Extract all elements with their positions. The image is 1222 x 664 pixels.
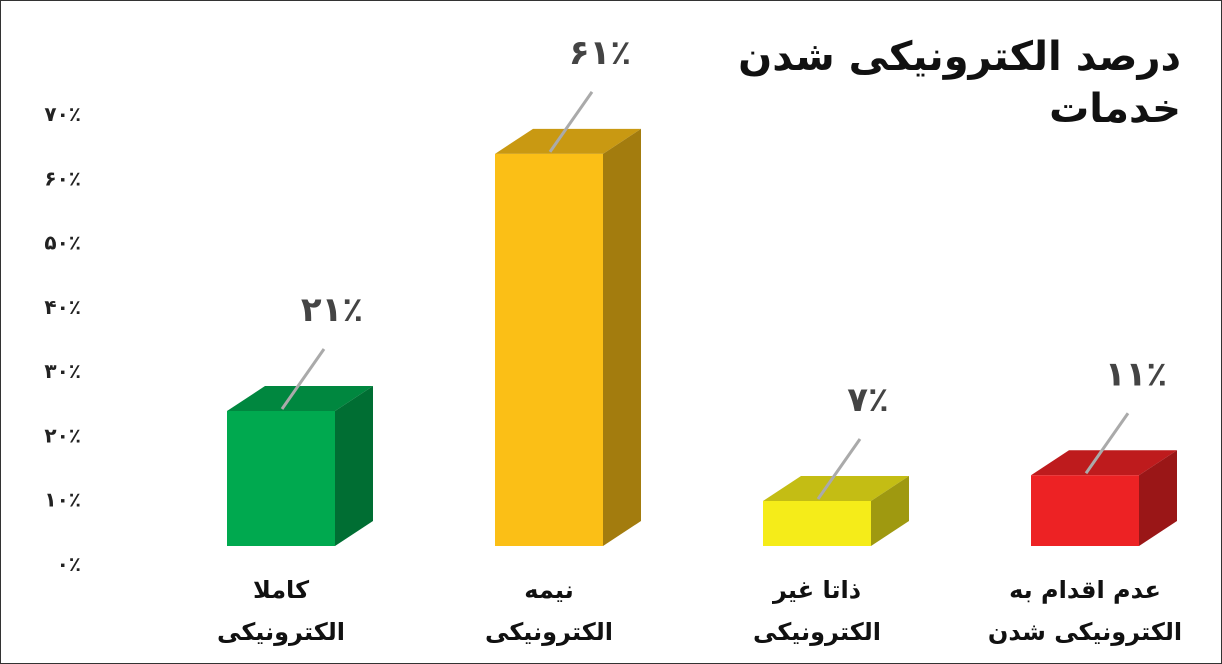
bar-face (763, 501, 871, 546)
bar (763, 476, 909, 546)
value-label: ۶۱٪ (569, 33, 631, 73)
y-tick-label: ۶۰٪ (44, 166, 81, 190)
bar-face (871, 476, 909, 546)
bar-face (1139, 450, 1177, 546)
bar-face (227, 386, 373, 411)
leader-line (280, 348, 326, 410)
y-tick-label: ۲۰٪ (44, 423, 81, 447)
bar-face (495, 153, 603, 546)
y-tick-label: ۱۰٪ (44, 488, 81, 512)
y-tick-label: ۰٪ (57, 552, 81, 576)
x-tick-label: عدم اقدام به الکترونیکی شدن (987, 576, 1183, 646)
y-tick-label: ۵۰٪ (44, 231, 81, 255)
bar (1031, 450, 1177, 546)
x-tick-label: کاملا الکترونیکی (217, 576, 345, 646)
value-label: ۱۱٪ (1105, 354, 1167, 394)
x-tick-label: ذاتا غیر الکترونیکی (753, 576, 881, 646)
bar-face (763, 476, 909, 501)
bar-face (1031, 475, 1139, 546)
y-tick-label: ۷۰٪ (44, 102, 81, 126)
bar-face (1031, 450, 1177, 476)
bar-face (227, 411, 335, 546)
bar-face (335, 386, 373, 546)
bar-face (495, 128, 641, 154)
value-label: ۷٪ (847, 380, 889, 420)
leader-line (1084, 412, 1130, 475)
leader-line (816, 438, 862, 500)
chart-title: درصد الکترونیکی شدن خدمات (738, 34, 1181, 132)
bar (495, 128, 641, 546)
y-tick-label: ۳۰٪ (44, 359, 81, 383)
bar-face (603, 128, 641, 546)
y-tick-label: ۴۰٪ (44, 295, 81, 319)
bar (227, 386, 373, 546)
leader-line (548, 90, 594, 153)
x-tick-label: نیمه الکترونیکی (485, 576, 613, 646)
value-label: ۲۱٪ (301, 290, 363, 330)
